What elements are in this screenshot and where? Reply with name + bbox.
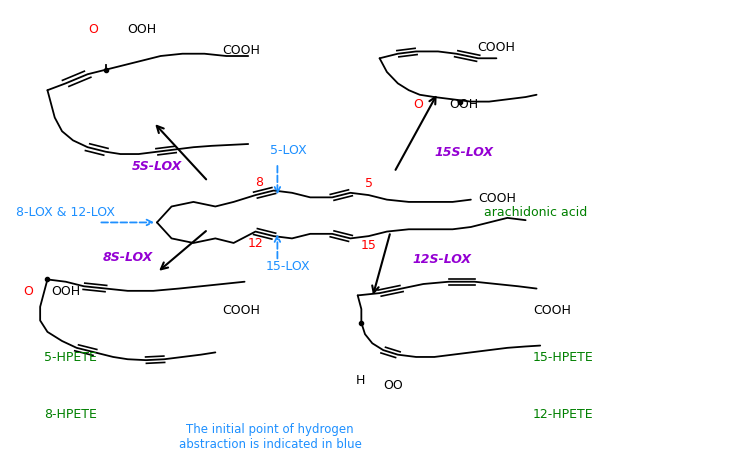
Text: 5: 5 [365,177,372,189]
Text: COOH: COOH [533,303,571,316]
Text: OOH: OOH [128,23,157,36]
Text: OOH: OOH [449,98,478,111]
Text: 8S-LOX: 8S-LOX [103,251,153,263]
Text: 5-LOX: 5-LOX [270,144,307,157]
Text: arachidonic acid: arachidonic acid [484,205,587,218]
Text: 12: 12 [247,237,264,250]
Text: 15-HPETE: 15-HPETE [533,351,593,364]
Text: COOH: COOH [477,41,515,54]
Text: 5S-LOX: 5S-LOX [132,160,182,172]
Text: COOH: COOH [222,44,260,56]
Text: O: O [23,285,33,298]
Text: O: O [88,23,99,36]
Text: 12S-LOX: 12S-LOX [412,253,471,266]
Text: 8-LOX & 12-LOX: 8-LOX & 12-LOX [16,205,115,218]
Text: 8: 8 [255,176,263,188]
Text: COOH: COOH [478,192,516,204]
Text: OO: OO [383,378,403,391]
Text: 8-HPETE: 8-HPETE [44,408,96,420]
Text: COOH: COOH [222,303,260,316]
Text: The initial point of hydrogen
abstraction is indicated in blue: The initial point of hydrogen abstractio… [179,422,361,450]
Text: OOH: OOH [51,285,80,298]
Text: 15S-LOX: 15S-LOX [434,146,493,159]
Text: O: O [413,98,423,111]
Text: H: H [356,374,365,386]
Text: 15: 15 [361,238,377,251]
Text: 12-HPETE: 12-HPETE [533,408,593,420]
Text: 15-LOX: 15-LOX [266,260,311,273]
Text: 5-HPETE: 5-HPETE [44,351,96,364]
